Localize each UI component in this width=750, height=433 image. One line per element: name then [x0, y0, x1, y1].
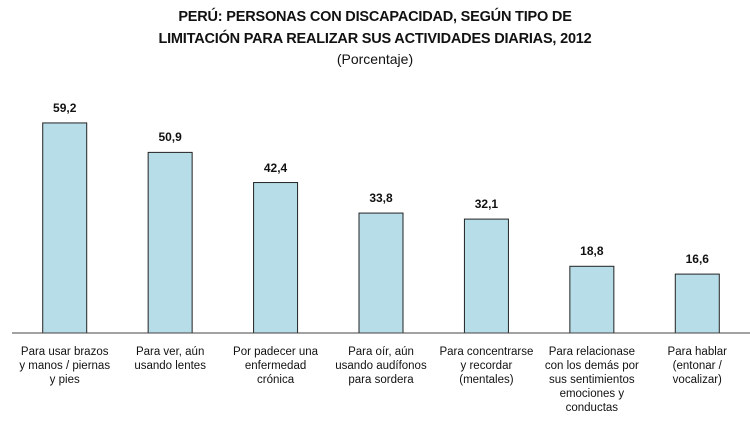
value-label: 16,6 [685, 252, 709, 267]
bar [253, 182, 299, 334]
value-label: 59,2 [53, 100, 77, 115]
x-tick-label: Para ver, aún usando lentes [134, 346, 206, 372]
chart-title: PERÚ: PERSONAS CON DISCAPACIDAD, SEGÚN T… [158, 9, 592, 47]
value-label: 33,8 [369, 191, 393, 206]
bar [463, 218, 509, 334]
value-label: 18,8 [580, 244, 604, 259]
x-tick-label: Para relacionase con los demás por sus s… [544, 346, 639, 414]
value-label: 50,9 [158, 130, 182, 145]
value-label: 42,4 [263, 160, 288, 175]
bar [147, 151, 193, 334]
value-label: 32,1 [474, 197, 499, 212]
bar [358, 212, 404, 334]
x-tick-label: Por padecer una enfermedad crónica [233, 346, 319, 386]
x-tick-label: Para usar brazos y manos / piernas y pie… [19, 346, 111, 386]
x-tick-label: Para concentrarse y recordar (mentales) [439, 346, 534, 386]
chart-subtitle: (Porcentaje) [336, 51, 414, 67]
x-tick-label: Para oír, aún usando audífonos para sord… [335, 346, 427, 386]
bar [674, 273, 720, 334]
bar [42, 122, 88, 334]
x-tick-label: Para hablar (entonar / vocalizar) [667, 346, 728, 386]
bar [569, 265, 615, 334]
